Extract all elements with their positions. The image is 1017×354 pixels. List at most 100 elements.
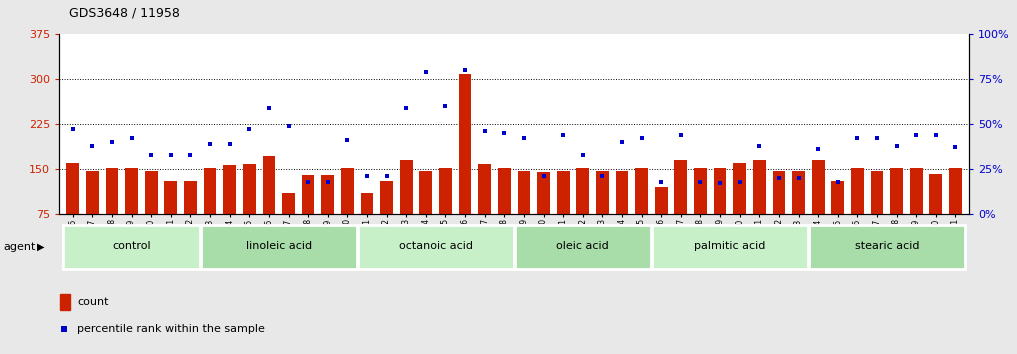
Point bbox=[830, 179, 846, 184]
Point bbox=[810, 146, 826, 152]
Text: control: control bbox=[112, 241, 151, 251]
Bar bbox=[518, 171, 530, 259]
Point bbox=[653, 179, 669, 184]
Point bbox=[457, 67, 473, 73]
Point bbox=[790, 175, 806, 181]
Point bbox=[359, 173, 375, 179]
Bar bbox=[714, 168, 726, 259]
Text: agent: agent bbox=[3, 242, 36, 252]
Bar bbox=[60, 294, 70, 310]
Bar bbox=[871, 171, 884, 259]
Point bbox=[123, 136, 139, 141]
Bar bbox=[636, 168, 648, 259]
Point bbox=[260, 105, 277, 110]
FancyBboxPatch shape bbox=[358, 225, 514, 269]
Bar bbox=[66, 163, 79, 259]
Point bbox=[84, 143, 101, 148]
Bar bbox=[243, 164, 255, 259]
Bar bbox=[596, 171, 609, 259]
Point bbox=[594, 173, 610, 179]
Bar bbox=[106, 168, 118, 259]
FancyBboxPatch shape bbox=[200, 225, 357, 269]
Point bbox=[672, 132, 689, 138]
Point bbox=[928, 132, 944, 138]
Point bbox=[477, 128, 493, 134]
FancyBboxPatch shape bbox=[652, 225, 807, 269]
Point bbox=[535, 173, 551, 179]
Point bbox=[869, 136, 885, 141]
Bar bbox=[419, 171, 432, 259]
Bar bbox=[792, 171, 804, 259]
Point bbox=[241, 126, 257, 132]
Bar bbox=[556, 171, 570, 259]
Point bbox=[771, 175, 787, 181]
Bar bbox=[890, 168, 903, 259]
Bar bbox=[125, 168, 138, 259]
Point bbox=[202, 141, 219, 147]
Point bbox=[398, 105, 414, 110]
Text: GDS3648 / 11958: GDS3648 / 11958 bbox=[69, 6, 180, 19]
Point bbox=[319, 179, 336, 184]
Point bbox=[947, 144, 963, 150]
Bar bbox=[400, 160, 413, 259]
Point bbox=[555, 132, 572, 138]
Bar bbox=[282, 193, 295, 259]
Text: percentile rank within the sample: percentile rank within the sample bbox=[77, 324, 265, 334]
Bar bbox=[930, 174, 942, 259]
Point bbox=[300, 179, 316, 184]
Bar bbox=[165, 181, 177, 259]
Point bbox=[340, 137, 356, 143]
Point bbox=[614, 139, 631, 145]
Bar bbox=[773, 171, 785, 259]
Bar bbox=[341, 168, 354, 259]
Text: count: count bbox=[77, 297, 109, 307]
Bar bbox=[361, 193, 373, 259]
Bar bbox=[144, 171, 158, 259]
Point bbox=[437, 103, 454, 109]
Text: octanoic acid: octanoic acid bbox=[399, 241, 473, 251]
Bar bbox=[302, 175, 314, 259]
Bar bbox=[459, 74, 472, 259]
Point bbox=[752, 143, 768, 148]
Text: linoleic acid: linoleic acid bbox=[246, 241, 312, 251]
Point bbox=[889, 143, 905, 148]
Point bbox=[849, 136, 865, 141]
Bar bbox=[321, 175, 335, 259]
Point bbox=[418, 69, 434, 74]
Bar bbox=[203, 168, 217, 259]
FancyBboxPatch shape bbox=[63, 225, 199, 269]
Bar bbox=[262, 156, 276, 259]
Point bbox=[693, 179, 709, 184]
Point bbox=[65, 126, 81, 132]
Bar bbox=[184, 181, 197, 259]
Point bbox=[712, 181, 728, 186]
Point bbox=[330, 213, 346, 219]
Bar bbox=[224, 165, 236, 259]
Point bbox=[163, 152, 179, 158]
Bar bbox=[537, 172, 550, 259]
Point bbox=[104, 139, 120, 145]
FancyBboxPatch shape bbox=[809, 225, 965, 269]
Point bbox=[182, 152, 198, 158]
Bar bbox=[733, 163, 746, 259]
Text: oleic acid: oleic acid bbox=[556, 241, 609, 251]
Bar bbox=[694, 168, 707, 259]
Bar bbox=[380, 181, 393, 259]
Point bbox=[516, 136, 532, 141]
Bar bbox=[439, 168, 452, 259]
Text: stearic acid: stearic acid bbox=[854, 241, 919, 251]
Bar bbox=[910, 168, 922, 259]
Bar bbox=[949, 168, 962, 259]
Text: ▶: ▶ bbox=[37, 242, 44, 252]
Bar bbox=[831, 181, 844, 259]
Bar bbox=[812, 160, 825, 259]
Bar bbox=[674, 160, 687, 259]
Bar bbox=[478, 164, 491, 259]
Point bbox=[496, 130, 513, 136]
Point bbox=[908, 132, 924, 138]
Point bbox=[281, 123, 297, 129]
Point bbox=[222, 141, 238, 147]
Point bbox=[143, 152, 160, 158]
Point bbox=[731, 179, 747, 184]
Point bbox=[634, 136, 650, 141]
